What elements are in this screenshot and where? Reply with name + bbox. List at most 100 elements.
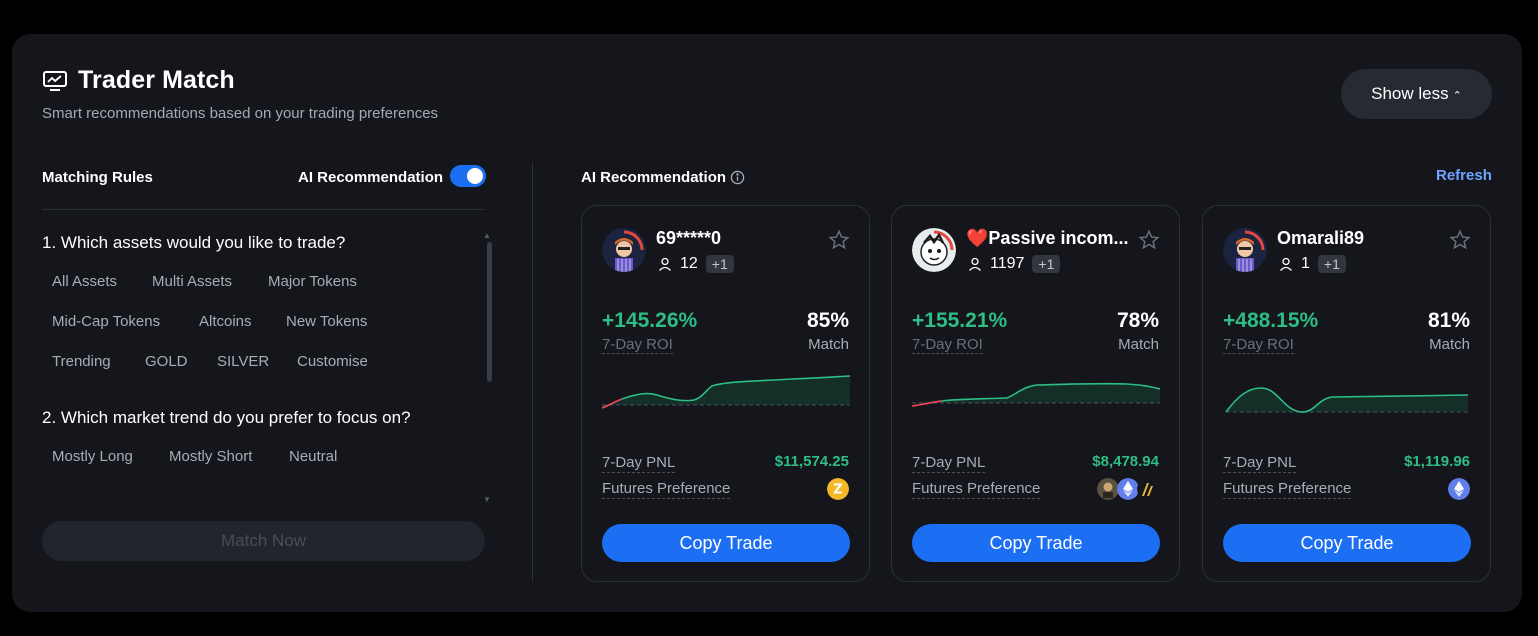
- match-label: Match: [1429, 336, 1470, 353]
- trader-name[interactable]: 69*****0: [656, 228, 722, 248]
- copy-trade-button[interactable]: Copy Trade: [1223, 524, 1471, 562]
- avatar[interactable]: [1223, 228, 1267, 272]
- roi-label: 7-Day ROI: [602, 336, 673, 354]
- pnl-label: 7-Day PNL: [912, 454, 986, 473]
- star-icon[interactable]: [1449, 229, 1471, 251]
- eth-coin-icon: [1448, 478, 1470, 500]
- asset-chip-trending[interactable]: Trending: [52, 353, 111, 370]
- follower-count: 1: [1301, 255, 1310, 272]
- ai-recommendation-toggle-label: AI Recommendation: [298, 169, 444, 186]
- pnl-label: 7-Day PNL: [602, 454, 676, 473]
- pnl-value: $8,478.94: [1092, 453, 1159, 470]
- asset-chip-altcoins[interactable]: Altcoins: [199, 313, 252, 330]
- extra-badge: +1: [1032, 255, 1061, 273]
- follower-count: 1197: [990, 255, 1025, 272]
- trader-match-panel: Trader Match Smart recommendations based…: [12, 34, 1522, 612]
- pnl-value: $1,119.96: [1404, 453, 1470, 470]
- match-label: Match: [808, 336, 849, 353]
- asset-chip-gold[interactable]: GOLD: [145, 353, 188, 370]
- followers-row: 1197 +1: [968, 255, 1061, 273]
- futures-preference-label: Futures Preference: [1223, 480, 1352, 499]
- trend-chip-neutral[interactable]: Neutral: [289, 448, 338, 465]
- trader-card[interactable]: Omarali89 1 +1 +488.15% 7-Day ROI 81% Ma…: [1202, 205, 1491, 582]
- monitor-chart-icon: [43, 71, 67, 91]
- avatar[interactable]: [602, 228, 646, 272]
- asset-chip-multi-assets[interactable]: Multi Assets: [152, 273, 233, 290]
- svg-text:Z: Z: [833, 483, 842, 498]
- scroll-up-arrow-icon[interactable]: ▲: [483, 231, 491, 240]
- copy-trade-button[interactable]: Copy Trade: [912, 524, 1160, 562]
- match-label: Match: [1118, 336, 1159, 353]
- star-icon[interactable]: [828, 229, 850, 251]
- asset-chip-major-tokens[interactable]: Major Tokens: [268, 273, 357, 290]
- trader-card[interactable]: 69*****0 12 +1 +145.26% 7-Day ROI 85% Ma…: [581, 205, 870, 582]
- question-market-trend: 2. Which market trend do you prefer to f…: [42, 408, 411, 427]
- follower-count: 12: [680, 255, 698, 272]
- asset-chip-new-tokens[interactable]: New Tokens: [286, 313, 368, 330]
- match-now-button[interactable]: Match Now: [42, 521, 485, 561]
- user-icon: [969, 257, 981, 271]
- meme-coin-icon: [1097, 478, 1119, 500]
- roi-sparkline: [912, 382, 1160, 407]
- asset-chip-silver[interactable]: SILVER: [217, 353, 270, 370]
- chevron-up-icon: ⌃: [1452, 89, 1462, 102]
- matching-rules-label: Matching Rules: [42, 169, 153, 186]
- roi-label: 7-Day ROI: [1223, 336, 1294, 354]
- pnl-label: 7-Day PNL: [1223, 454, 1297, 473]
- futures-preference-label: Futures Preference: [912, 480, 1041, 499]
- match-percentage: 78%: [1116, 309, 1159, 332]
- divider: [42, 209, 485, 210]
- asset-chip-all-assets[interactable]: All Assets: [52, 273, 118, 290]
- extra-badge: +1: [1317, 255, 1346, 273]
- user-icon: [659, 257, 671, 271]
- roi-value: +145.26%: [602, 309, 698, 332]
- match-percentage: 85%: [806, 309, 849, 332]
- star-icon[interactable]: [1138, 229, 1160, 251]
- asset-chip-mid-cap-tokens[interactable]: Mid-Cap Tokens: [52, 313, 161, 330]
- ai-recommendation-toggle[interactable]: [450, 165, 486, 187]
- scroll-fade: [42, 489, 482, 507]
- roi-sparkline: [1225, 387, 1469, 413]
- question-assets: 1. Which assets would you like to trade?: [42, 233, 346, 252]
- vertical-divider: [532, 162, 533, 582]
- ai-recommendation-title: AI Recommendation: [581, 169, 727, 186]
- show-less-label: Show less: [1371, 84, 1449, 103]
- trend-chip-mostly-long[interactable]: Mostly Long: [52, 448, 133, 465]
- match-percentage: 81%: [1427, 309, 1470, 332]
- roi-label: 7-Day ROI: [912, 336, 983, 354]
- arb-coin-icon: [1137, 478, 1159, 500]
- eth-coin-icon: [1117, 478, 1139, 500]
- followers-row: 12 +1: [658, 255, 734, 273]
- followers-row: 1 +1: [1279, 255, 1346, 273]
- toggle-knob: [467, 168, 483, 184]
- copy-trade-button[interactable]: Copy Trade: [602, 524, 850, 562]
- page-subtitle: Smart recommendations based on your trad…: [42, 105, 439, 122]
- trend-chip-mostly-short[interactable]: Mostly Short: [169, 448, 253, 465]
- avatar[interactable]: [912, 228, 956, 272]
- scrollbar-thumb[interactable]: [487, 242, 492, 382]
- scrollbar[interactable]: [486, 242, 492, 382]
- refresh-button[interactable]: Refresh: [1436, 167, 1492, 184]
- roi-value: +488.15%: [1223, 309, 1319, 332]
- zec-coin-icon: Z: [827, 478, 849, 500]
- ai-recommendation-heading: AI Recommendation: [581, 169, 745, 186]
- roi-value: +155.21%: [912, 309, 1008, 332]
- futures-coins: [1448, 478, 1470, 500]
- scroll-down-arrow-icon[interactable]: ▼: [483, 495, 491, 504]
- extra-badge: +1: [705, 255, 734, 273]
- pnl-value: $11,574.25: [774, 453, 849, 470]
- trader-name-text: Passive incom...: [988, 228, 1129, 248]
- user-icon: [1280, 257, 1292, 271]
- futures-coins: [1097, 478, 1159, 500]
- show-less-button[interactable]: Show less ⌃: [1341, 69, 1492, 119]
- info-icon[interactable]: [730, 170, 745, 185]
- page-title: Trader Match: [78, 66, 235, 94]
- trader-name[interactable]: ❤️Passive incom...: [966, 228, 1129, 249]
- trader-name[interactable]: Omarali89: [1277, 228, 1365, 248]
- roi-sparkline: [602, 375, 850, 409]
- futures-coins: Z: [827, 478, 849, 500]
- trader-card[interactable]: ❤️Passive incom... 1197 +1 +155.21% 7-Da…: [891, 205, 1180, 582]
- futures-preference-label: Futures Preference: [602, 480, 731, 499]
- heart-icon: ❤️: [966, 228, 989, 248]
- asset-chip-customise[interactable]: Customise: [297, 353, 368, 370]
